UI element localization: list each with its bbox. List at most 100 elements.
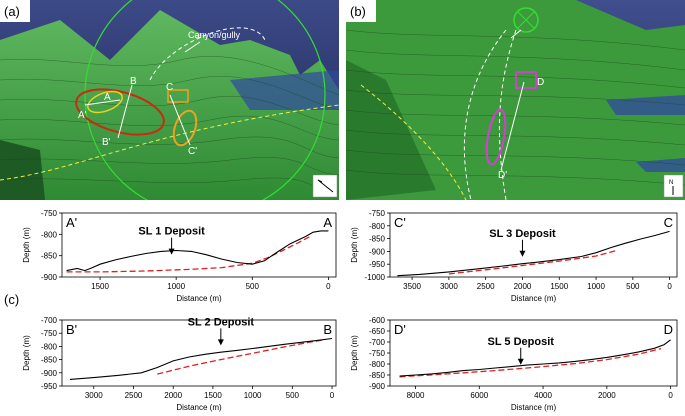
y-tick-label: -750 xyxy=(369,349,386,358)
y-tick-label: -850 xyxy=(369,235,386,244)
profile-chart-sl2: 3000 2500 2000 1500 1000 500 0 -700 -750 -800 -850… xyxy=(22,316,337,412)
y-tick-label: -800 xyxy=(369,360,386,369)
x-tick-label: 1000 xyxy=(587,282,605,291)
baseline-line xyxy=(66,235,311,273)
canyon-annotation: Canyon/gully xyxy=(188,30,241,40)
terrain-view-a: (a) Canyon/gully A A' B B' C C' xyxy=(0,0,339,200)
x-tick-label: 2500 xyxy=(477,282,495,291)
x-tick-label: 3000 xyxy=(85,391,103,400)
y-tick-label: -900 xyxy=(369,382,386,391)
y-tick-label: -750 xyxy=(369,209,386,218)
y-tick-label: -600 xyxy=(369,316,386,325)
deposit-arrow-head xyxy=(217,339,224,346)
profile-start-label: A' xyxy=(66,215,77,230)
map-panel-b: D D' (b) N xyxy=(346,0,685,200)
y-tick-label: -850 xyxy=(41,252,58,261)
plot-frame xyxy=(61,212,337,278)
x-tick-label: 1000 xyxy=(244,391,262,400)
profile-chart-sl1: 1500 1000 500 0 -750 -800 -850 -900 Distance (m)… xyxy=(22,209,337,303)
profile-end-label: B xyxy=(323,322,332,337)
x-tick-label: 2500 xyxy=(125,391,143,400)
x-tick-label: 2000 xyxy=(514,282,532,291)
x-axis-label: Distance (m) xyxy=(176,403,222,412)
deposit-arrow-head xyxy=(519,250,526,257)
compass-icon xyxy=(317,179,334,193)
y-tick-label: -650 xyxy=(369,327,386,336)
x-tick-label: 6000 xyxy=(470,391,488,400)
x-tick-label: 3000 xyxy=(440,282,458,291)
panel-label-b: (b) xyxy=(350,4,366,19)
x-tick-label: 1500 xyxy=(91,282,109,291)
y-axis-label: Depth (m) xyxy=(22,227,31,263)
profile-chart-sl5: 8000 6000 4000 2000 0 -600 -650 -700 -750 -800 -85… xyxy=(350,316,678,412)
panel-label-a: (a) xyxy=(4,4,20,19)
marker-d: D xyxy=(537,77,544,88)
y-tick-label: -850 xyxy=(369,371,386,380)
x-axis-label: Distance (m) xyxy=(176,294,222,303)
y-tick-label: -800 xyxy=(41,342,58,351)
profile-end-label: A xyxy=(323,215,332,230)
deposit-arrow-head xyxy=(168,248,175,255)
y-tick-label: -950 xyxy=(369,260,386,269)
marker-a-prime: A' xyxy=(78,110,87,121)
x-tick-label: 1000 xyxy=(167,282,185,291)
x-tick-label: 2000 xyxy=(598,391,616,400)
x-tick-label: 500 xyxy=(626,282,640,291)
profile-line xyxy=(397,230,670,277)
y-axis-label: Depth (m) xyxy=(22,335,31,371)
profile-end-label: C xyxy=(664,215,673,230)
x-tick-label: 0 xyxy=(668,391,673,400)
profile-start-label: B' xyxy=(66,322,77,337)
profile-start-label: C' xyxy=(394,215,406,230)
marker-d-prime: D' xyxy=(498,170,507,181)
deposit-label: SL 2 Deposit xyxy=(188,316,255,328)
x-tick-label: 1500 xyxy=(550,282,568,291)
y-tick-label: -950 xyxy=(41,382,58,391)
x-tick-label: 500 xyxy=(286,391,300,400)
profile-start-label: D' xyxy=(394,322,406,337)
x-tick-label: 4000 xyxy=(534,391,552,400)
marker-c-prime: C' xyxy=(188,146,197,157)
y-axis-label: Depth (m) xyxy=(350,227,359,263)
x-axis-label: Distance (m) xyxy=(511,403,557,412)
deposit-label: SL 1 Deposit xyxy=(138,226,205,238)
x-tick-label: 0 xyxy=(330,391,335,400)
map-panel-a: (a) Canyon/gully A A' B B' C C' xyxy=(0,0,339,200)
y-tick-label: -700 xyxy=(41,316,58,325)
y-tick-label: -900 xyxy=(369,247,386,256)
y-tick-label: -900 xyxy=(41,273,58,282)
profile-end-label: D xyxy=(664,322,673,337)
x-tick-label: 2000 xyxy=(164,391,182,400)
deposit-label: SL 5 Deposit xyxy=(488,336,555,348)
marker-a: A xyxy=(104,92,111,103)
plot-frame xyxy=(61,319,337,387)
profile-chart-sl3: 3500 3000 2500 2000 1500 1000 500 0 -750 -800 -850… xyxy=(350,209,678,303)
x-tick-label: 0 xyxy=(326,282,331,291)
y-tick-label: -800 xyxy=(41,230,58,239)
baseline-line xyxy=(448,249,619,275)
profile-line xyxy=(69,337,333,380)
y-tick-label: -750 xyxy=(41,209,58,218)
y-tick-label: -700 xyxy=(369,338,386,347)
y-tick-label: -800 xyxy=(369,222,386,231)
y-tick-label: -900 xyxy=(41,369,58,378)
plot-frame xyxy=(389,212,678,278)
deposit-label: SL 3 Deposit xyxy=(489,228,556,240)
y-tick-label: -750 xyxy=(41,329,58,338)
profile-line xyxy=(66,230,329,272)
marker-c: C xyxy=(166,82,173,93)
terrain-view-b: D D' (b) N xyxy=(346,0,685,200)
profile-line xyxy=(399,339,671,377)
baseline-line xyxy=(399,347,662,378)
baseline-line xyxy=(157,339,325,375)
x-axis-label: Distance (m) xyxy=(511,294,557,303)
y-tick-label: -1000 xyxy=(365,273,386,282)
x-tick-label: 0 xyxy=(667,282,672,291)
marker-b: B xyxy=(130,76,137,87)
marker-b-prime: B' xyxy=(102,137,111,148)
deposit-arrow-head xyxy=(517,358,524,365)
x-tick-label: 3500 xyxy=(403,282,421,291)
x-tick-label: 1500 xyxy=(204,391,222,400)
y-axis-label: Depth (m) xyxy=(350,335,359,371)
x-tick-label: 500 xyxy=(246,282,260,291)
